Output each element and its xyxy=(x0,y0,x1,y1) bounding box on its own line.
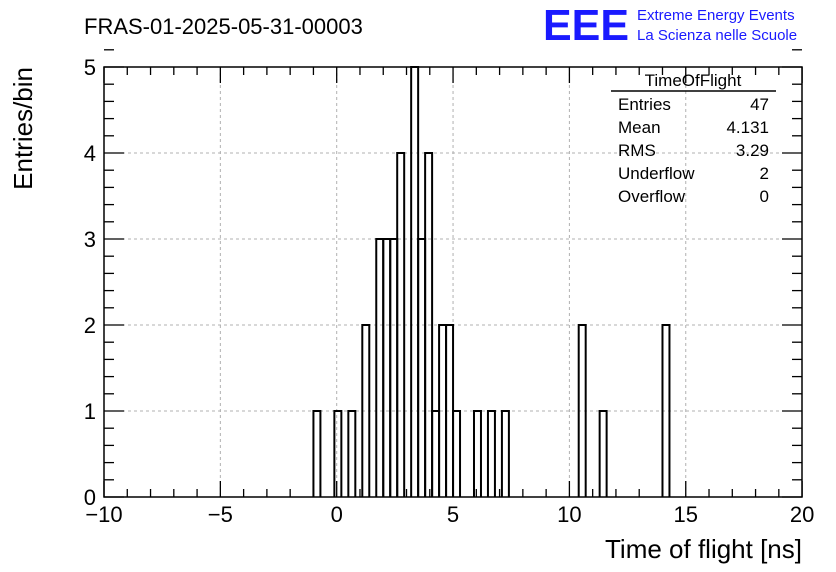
histogram-bin xyxy=(347,410,357,497)
histogram-bin xyxy=(382,238,392,497)
x-tick-labels: −10 −5 0 5 10 15 20 xyxy=(85,502,814,527)
histogram-bin xyxy=(431,410,441,497)
y-tick-label: 4 xyxy=(84,141,96,166)
stats-row-value: 47 xyxy=(750,95,769,114)
y-tick-label: 2 xyxy=(84,313,96,338)
y-tick-labels: 0 1 2 3 4 5 xyxy=(84,55,96,510)
x-tick-label: 10 xyxy=(557,502,581,527)
logo-line-1: Extreme Energy Events xyxy=(637,7,795,24)
histogram-bin xyxy=(577,324,587,497)
stats-row-label: Entries xyxy=(618,95,671,114)
histogram-bin xyxy=(424,152,434,497)
stats-row-value: 3.29 xyxy=(736,141,769,160)
eee-logo-mark: EEE xyxy=(543,1,629,50)
stats-row-label: Mean xyxy=(618,118,661,137)
histogram-bin xyxy=(333,410,343,497)
histogram-bin xyxy=(312,410,322,497)
histogram-bin xyxy=(452,410,462,497)
histogram-bin xyxy=(396,152,406,497)
histogram-bin xyxy=(389,238,399,497)
x-tick-label: −5 xyxy=(208,502,233,527)
histogram-bin xyxy=(375,238,385,497)
x-tick-label: 5 xyxy=(447,502,459,527)
histogram-bin xyxy=(500,410,510,497)
histogram-bin xyxy=(417,238,427,497)
y-tick-label: 3 xyxy=(84,227,96,252)
histogram-bin xyxy=(486,410,496,497)
logo-line-2: La Scienza nelle Scuole xyxy=(637,27,797,44)
stats-box: TimeOfFlight Entries 47 Mean 4.131 RMS 3.29 Un… xyxy=(611,71,776,206)
axis-ticks xyxy=(103,49,803,498)
x-tick-label: 0 xyxy=(331,502,343,527)
y-tick-label: 5 xyxy=(84,55,96,80)
x-axis-label: Time of flight [ns] xyxy=(605,534,802,564)
histogram-bins xyxy=(312,66,671,497)
stats-row-value: 4.131 xyxy=(726,118,769,137)
histogram-bin xyxy=(361,324,371,497)
stats-row-label: Overflow xyxy=(618,187,686,206)
x-tick-label: 20 xyxy=(790,502,814,527)
y-tick-label: 1 xyxy=(84,399,96,424)
histogram-bin xyxy=(661,324,671,497)
histogram-bin xyxy=(472,410,482,497)
histogram-bin xyxy=(410,66,420,497)
histogram-bin xyxy=(598,410,608,497)
stats-row-value: 0 xyxy=(760,187,769,206)
stats-row-label: RMS xyxy=(618,141,656,160)
page-title: FRAS-01-2025-05-31-00003 xyxy=(84,14,363,39)
stats-row-value: 2 xyxy=(760,164,769,183)
x-tick-label: 15 xyxy=(674,502,698,527)
y-tick-label: 0 xyxy=(84,485,96,510)
stats-row-label: Underflow xyxy=(618,164,695,183)
x-tick-label: −10 xyxy=(85,502,122,527)
stats-box-title: TimeOfFlight xyxy=(645,71,742,90)
y-axis-label: Entries/bin xyxy=(8,67,38,190)
